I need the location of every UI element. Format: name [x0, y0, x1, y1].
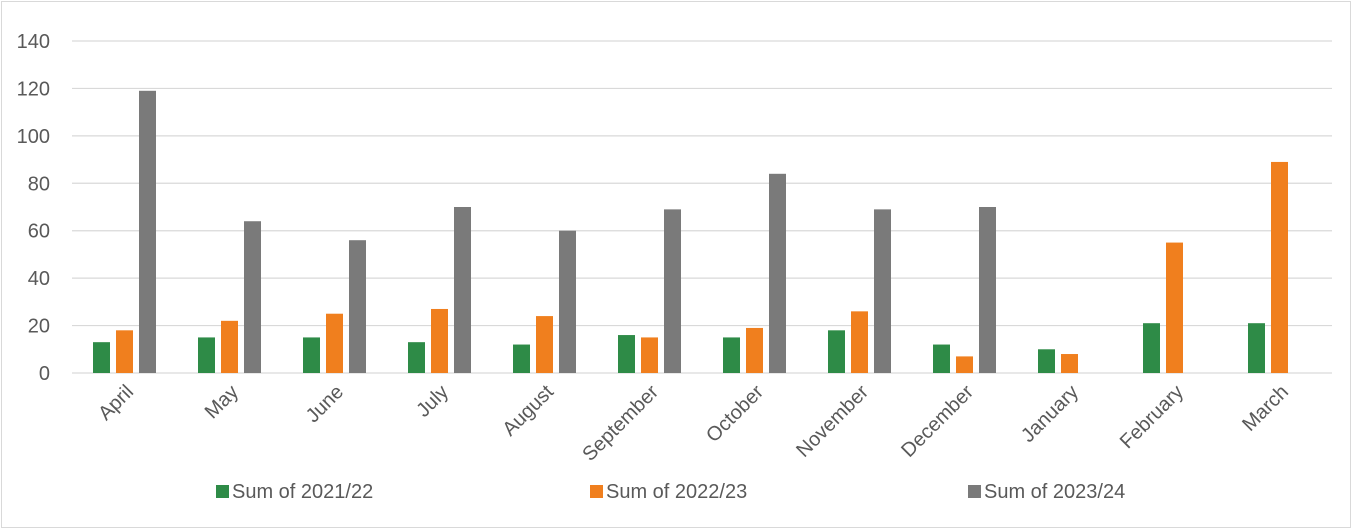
bar-march-series-2	[1271, 161, 1288, 373]
x-tick-label: July	[412, 381, 453, 422]
y-tick-label: 120	[17, 78, 50, 100]
x-tick-label: August	[498, 381, 558, 441]
bar-april-series-1	[93, 342, 110, 373]
bar-july-series-2	[431, 308, 448, 373]
bar-may-series-2	[221, 320, 238, 373]
legend-swatch-series-3	[968, 485, 981, 498]
bar-april-series-3	[139, 90, 156, 374]
bar-october-series-3	[769, 173, 786, 373]
bar-may-series-3	[244, 221, 261, 373]
gridlines	[72, 40, 1332, 374]
bar-february-series-1	[1143, 323, 1160, 373]
bar-january-series-1	[1038, 349, 1055, 373]
legend-label-series-3: Sum of 2023/24	[984, 481, 1125, 503]
x-tick-label: May	[201, 381, 243, 423]
y-tick-label: 0	[39, 363, 50, 385]
bar-september-series-2	[641, 337, 658, 373]
x-tick-label: April	[94, 381, 138, 425]
x-tick-label: November	[792, 381, 873, 462]
bar-august-series-3	[559, 230, 576, 373]
x-tick-label: October	[702, 381, 768, 447]
bar-june-series-1	[303, 337, 320, 373]
bar-november-series-3	[874, 209, 891, 373]
bar-october-series-1	[723, 337, 740, 373]
bar-december-series-1	[933, 344, 950, 373]
legend-swatch-series-2	[590, 485, 603, 498]
x-tick-label: February	[1116, 381, 1188, 453]
bar-january-series-2	[1061, 354, 1078, 373]
y-tick-label: 20	[28, 316, 50, 338]
bar-june-series-3	[349, 240, 366, 373]
bar-november-series-2	[851, 311, 868, 373]
bar-december-series-2	[956, 356, 973, 373]
x-tick-label: September	[578, 381, 663, 466]
bar-july-series-3	[454, 207, 471, 373]
bar-august-series-2	[536, 316, 553, 373]
bar-december-series-3	[979, 207, 996, 373]
x-tick-label: June	[302, 381, 348, 427]
bar-september-series-1	[618, 335, 635, 373]
bar-february-series-2	[1166, 242, 1183, 373]
x-axis-tick-labels: April May June July August September October No…	[94, 381, 1293, 466]
y-tick-label: 80	[28, 173, 50, 195]
x-tick-label: January	[1017, 381, 1083, 447]
y-tick-label: 140	[17, 31, 50, 53]
bar-june-series-2	[326, 313, 343, 373]
bars	[93, 90, 1288, 374]
y-tick-label: 100	[17, 126, 50, 148]
bar-november-series-1	[828, 330, 845, 373]
legend-swatch-series-1	[216, 485, 229, 498]
legend: Sum of 2021/22 Sum of 2022/23 Sum of 2023/…	[216, 481, 1125, 503]
bar-october-series-2	[746, 327, 763, 373]
x-tick-label: December	[897, 381, 978, 462]
x-tick-label: March	[1238, 381, 1293, 436]
bar-may-series-1	[198, 337, 215, 373]
bar-march-series-1	[1248, 323, 1265, 373]
y-tick-label: 40	[28, 268, 50, 290]
legend-label-series-1: Sum of 2021/22	[232, 481, 373, 503]
bar-april-series-2	[116, 330, 133, 373]
bar-august-series-1	[513, 344, 530, 373]
bar-september-series-3	[664, 209, 681, 373]
y-axis-tick-labels: 0 20 40 60 80 100 120 140	[17, 31, 50, 385]
y-tick-label: 60	[28, 221, 50, 243]
legend-label-series-2: Sum of 2022/23	[606, 481, 747, 503]
bar-july-series-1	[408, 342, 425, 373]
